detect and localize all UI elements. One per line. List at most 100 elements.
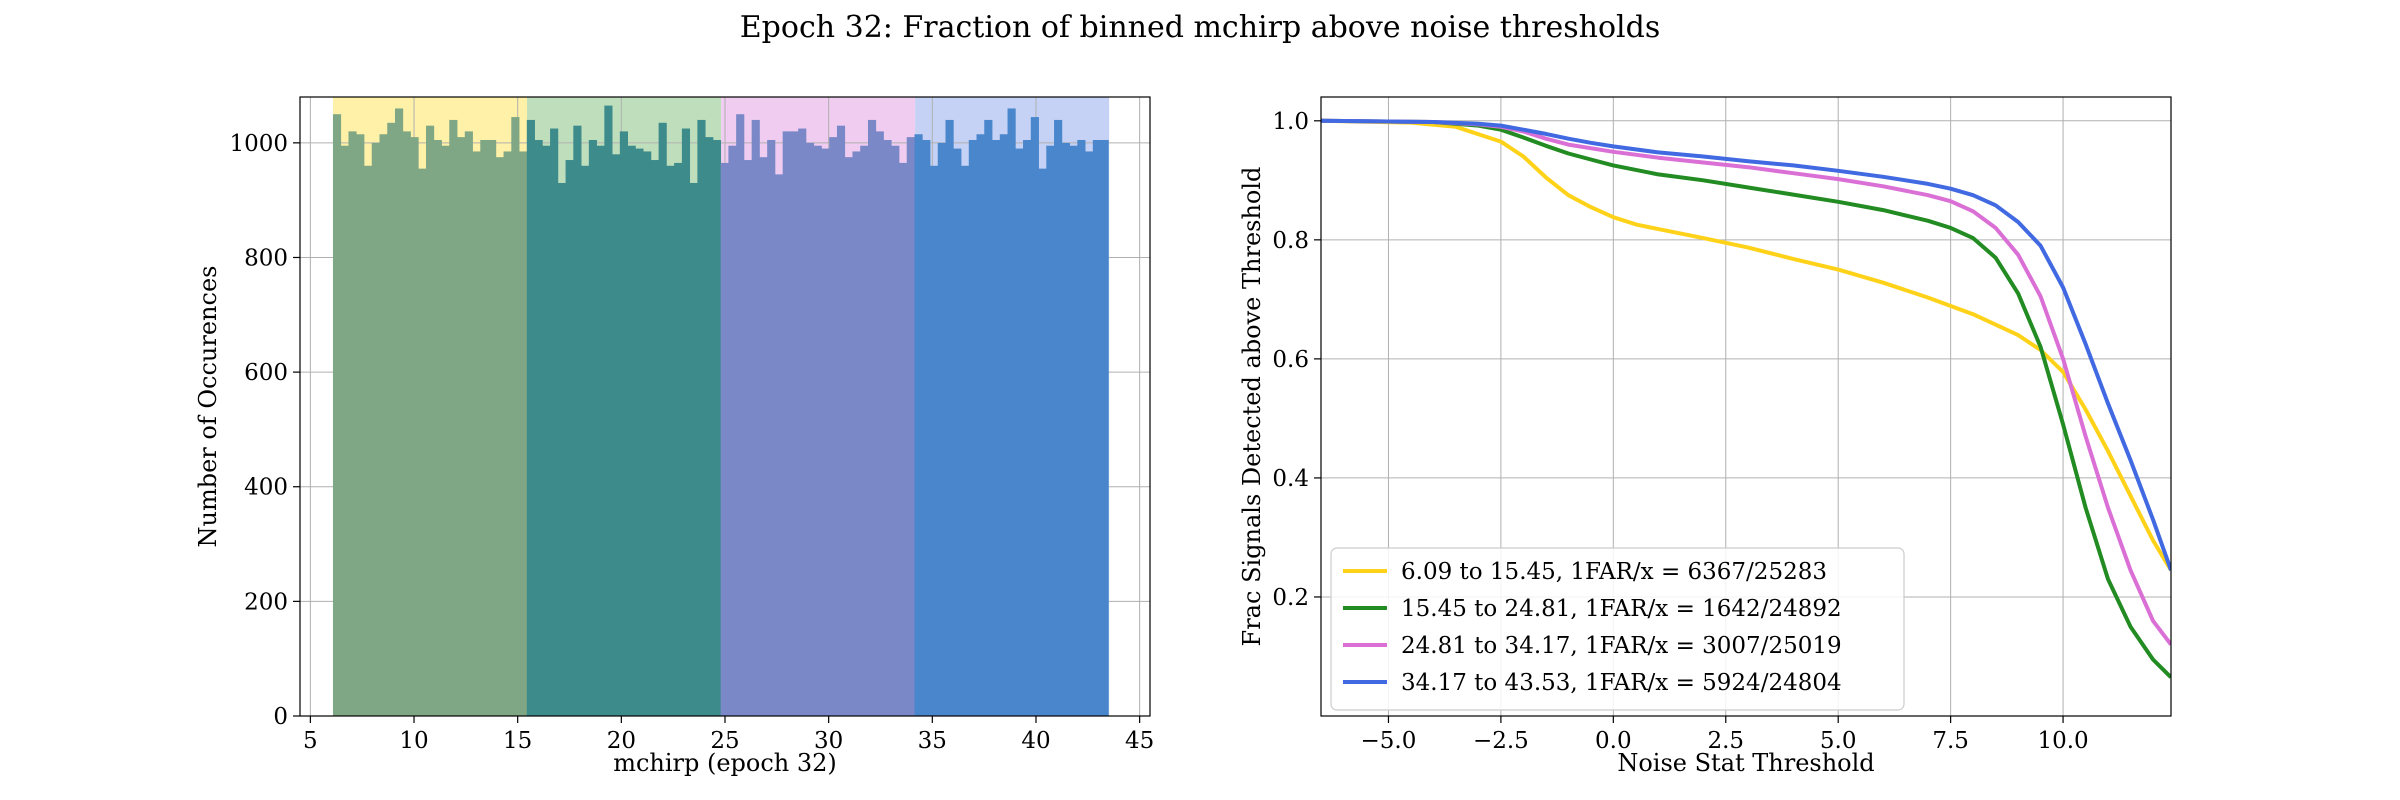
histogram-bar bbox=[836, 125, 846, 716]
histogram-bar bbox=[643, 151, 652, 716]
y-tick-label: 0.8 bbox=[1272, 228, 1309, 254]
series-line-4 bbox=[1321, 118, 2171, 571]
legend-label-1: 6.09 to 15.45, 1FAR/x = 6367/25283 bbox=[1401, 559, 1827, 585]
histogram-bar bbox=[1100, 139, 1109, 717]
histogram-bar bbox=[891, 145, 900, 716]
legend: 6.09 to 15.45, 1FAR/x = 6367/25283 15.45 … bbox=[1330, 547, 1905, 711]
histogram-bar bbox=[464, 131, 473, 716]
histogram-bar bbox=[488, 139, 497, 717]
histogram-bar bbox=[1038, 168, 1047, 716]
histogram-bar bbox=[557, 182, 566, 716]
figure-title: Epoch 32: Fraction of binned mchirp abov… bbox=[740, 10, 1660, 45]
histogram-bar bbox=[968, 139, 977, 717]
histogram-bar bbox=[410, 137, 419, 717]
histogram-bar bbox=[619, 131, 629, 716]
histogram-bar bbox=[992, 139, 1001, 717]
histogram-bar bbox=[852, 151, 861, 716]
histogram-bar bbox=[898, 162, 908, 716]
x-tick-label: 20 bbox=[607, 728, 636, 754]
histogram-bar bbox=[573, 125, 582, 716]
histogram-bar bbox=[953, 148, 962, 717]
histogram-bar bbox=[1061, 142, 1070, 716]
histogram-bar bbox=[674, 162, 683, 716]
histogram-bar bbox=[805, 142, 815, 716]
x-tick-label: 30 bbox=[814, 728, 843, 754]
histogram-bar bbox=[519, 151, 528, 716]
histogram-bar bbox=[433, 139, 442, 717]
histogram-bar bbox=[503, 151, 512, 716]
histogram-bar bbox=[495, 157, 504, 717]
histogram-bar bbox=[588, 139, 597, 717]
y-tick-label: 1000 bbox=[229, 131, 288, 157]
histogram-bar bbox=[914, 134, 923, 716]
x-tick-label: 7.5 bbox=[1932, 728, 1969, 754]
histogram-bar bbox=[1092, 139, 1101, 717]
histogram-bar bbox=[759, 157, 768, 717]
histogram-bar bbox=[798, 128, 807, 717]
x-tick-label: 5 bbox=[303, 728, 318, 754]
histogram-bar bbox=[681, 128, 691, 717]
histogram-bar bbox=[472, 151, 481, 716]
histogram-bar bbox=[418, 168, 427, 716]
x-tick-label: 40 bbox=[1021, 728, 1050, 754]
y-axis-label: Number of Occurences bbox=[194, 266, 222, 548]
histogram-bar bbox=[906, 137, 915, 717]
legend-label-2: 15.45 to 24.81, 1FAR/x = 1642/24892 bbox=[1401, 596, 1842, 622]
y-tick-label: 400 bbox=[244, 475, 288, 501]
histogram-bar bbox=[867, 119, 877, 717]
x-tick-label: 15 bbox=[503, 728, 532, 754]
histogram-bar bbox=[394, 108, 404, 717]
histogram-bar bbox=[844, 157, 853, 717]
histogram-bar bbox=[441, 145, 450, 716]
histogram-bar bbox=[363, 165, 373, 716]
histogram-bar bbox=[542, 145, 551, 716]
histogram-bar bbox=[774, 174, 784, 716]
x-tick-label: 0.0 bbox=[1595, 728, 1632, 754]
histogram-bar bbox=[875, 131, 884, 716]
legend-label-3: 24.81 to 34.17, 1FAR/x = 3007/25019 bbox=[1401, 633, 1842, 659]
histogram-bar bbox=[743, 160, 753, 717]
histogram-bar bbox=[332, 114, 342, 716]
y-tick-label: 600 bbox=[244, 360, 288, 386]
histogram-bar bbox=[402, 131, 411, 716]
histogram-bar bbox=[790, 131, 799, 716]
y-tick-label: 0.6 bbox=[1272, 347, 1309, 373]
x-tick-label: 25 bbox=[710, 728, 739, 754]
histogram-bar bbox=[922, 139, 931, 717]
histogram-bar bbox=[1069, 145, 1078, 716]
histogram-bar bbox=[937, 142, 946, 716]
histogram-bar bbox=[976, 134, 985, 716]
histogram-bar bbox=[666, 165, 675, 716]
histogram-bar bbox=[1046, 145, 1055, 716]
histogram-bar bbox=[612, 154, 621, 716]
histogram-bar bbox=[340, 145, 349, 716]
histogram-bar bbox=[829, 137, 838, 717]
histogram-bar bbox=[1054, 119, 1063, 717]
histogram-bar bbox=[821, 148, 830, 717]
histogram-bar bbox=[658, 122, 667, 716]
histogram-bar bbox=[1077, 139, 1086, 717]
y-tick-label: 0 bbox=[273, 704, 288, 730]
x-tick-label: −2.5 bbox=[1473, 728, 1529, 754]
legend-label-4: 34.17 to 43.53, 1FAR/x = 5924/24804 bbox=[1401, 670, 1842, 696]
histogram-bar bbox=[999, 134, 1008, 716]
histogram-bar bbox=[550, 128, 559, 717]
x-axis-label: mchirp (epoch 32) bbox=[613, 749, 837, 777]
histogram-bar bbox=[1007, 108, 1016, 717]
histogram-bar bbox=[697, 119, 706, 717]
histogram-bar bbox=[650, 160, 660, 717]
histogram-bar bbox=[387, 122, 396, 716]
y-axis-label: Frac Signals Detected above Threshold bbox=[1238, 167, 1266, 647]
legend-box bbox=[1330, 547, 1905, 711]
histogram-bar bbox=[1015, 148, 1024, 717]
x-tick-label: 35 bbox=[918, 728, 947, 754]
histogram-bar bbox=[813, 145, 822, 716]
histogram-bar bbox=[635, 148, 644, 717]
histogram-bar bbox=[720, 162, 729, 716]
line-chart-panel: −5.0 −2.5 0.0 2.5 5.0 7.5 10.0 0.2 0.4 0.6 0.8 1.0 N… bbox=[1238, 96, 2172, 777]
histogram-bar bbox=[1030, 117, 1039, 717]
histogram-bar bbox=[782, 131, 791, 716]
histogram-bar bbox=[348, 131, 357, 716]
series-line-1 bbox=[1321, 118, 2171, 572]
